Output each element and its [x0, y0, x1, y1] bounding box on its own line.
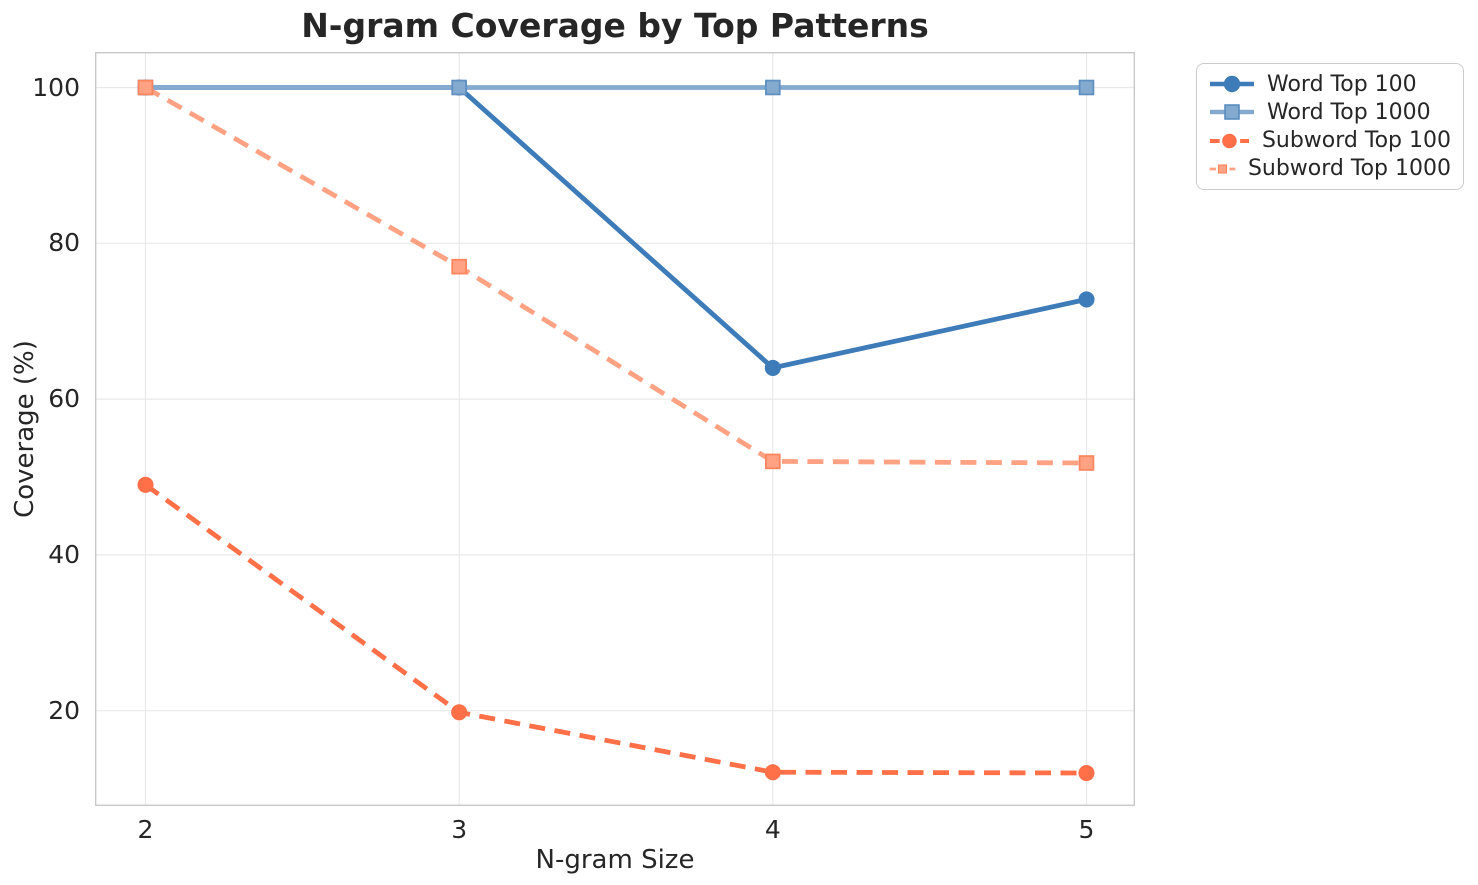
data-point-word-top-1000 — [1078, 79, 1095, 96]
legend-item-word-top-100: Word Top 100 — [1209, 70, 1451, 98]
y-tick-label: 100 — [32, 72, 80, 102]
data-point-subword-top-100 — [764, 764, 781, 781]
data-point-subword-top-100 — [137, 476, 154, 493]
legend-line-sample-icon — [1209, 133, 1250, 148]
legend-item-subword-top-1000: Subword Top 1000 — [1209, 155, 1451, 183]
x-tick-label: 3 — [451, 815, 468, 844]
series-line-word-top-100 — [145, 85, 1088, 371]
y-tick-label: 80 — [48, 228, 80, 258]
legend-item-word-top-1000: Word Top 1000 — [1209, 98, 1451, 126]
data-point-word-top-100 — [764, 359, 781, 376]
legend-line-sample-icon — [1210, 75, 1254, 93]
data-point-subword-top-1000 — [451, 258, 467, 275]
chart-title: N-gram Coverage by Top Patterns — [301, 6, 929, 45]
legend-line-sample-icon — [1210, 104, 1254, 121]
y-axis-label: Coverage (%) — [10, 340, 40, 518]
data-point-subword-top-100 — [451, 704, 468, 721]
legend-item-subword-top-100: Subword Top 100 — [1209, 127, 1451, 155]
data-point-word-top-1000 — [765, 79, 781, 96]
data-point-word-top-100 — [1078, 291, 1095, 308]
legend-label: Subword Top 100 — [1261, 128, 1451, 154]
data-point-subword-top-1000 — [137, 79, 154, 96]
data-point-word-top-1000 — [451, 79, 467, 96]
x-tick-label: 4 — [764, 815, 781, 844]
series-line-subword-top-1000 — [144, 85, 1087, 466]
plot-area — [95, 52, 1135, 806]
legend: Word Top 100 Word Top 1000 Subword Top 1… — [1196, 63, 1464, 190]
legend-line-sample-icon — [1209, 164, 1236, 174]
legend-label: Word Top 1000 — [1267, 99, 1431, 125]
data-point-subword-top-100 — [1078, 764, 1095, 782]
legend-label: Word Top 100 — [1267, 71, 1417, 97]
x-tick-label: 5 — [1078, 815, 1095, 844]
series-line-subword-top-100 — [144, 482, 1087, 776]
x-tick-label: 2 — [137, 815, 154, 844]
y-tick-label: 60 — [48, 384, 80, 414]
x-axis-label: N-gram Size — [535, 845, 695, 875]
legend-label: Subword Top 1000 — [1247, 156, 1451, 182]
data-point-subword-top-1000 — [765, 453, 781, 470]
data-point-subword-top-1000 — [1078, 455, 1095, 471]
y-tick-label: 40 — [48, 539, 80, 569]
axes-spines — [95, 52, 1135, 806]
y-tick-label: 20 — [48, 695, 80, 725]
